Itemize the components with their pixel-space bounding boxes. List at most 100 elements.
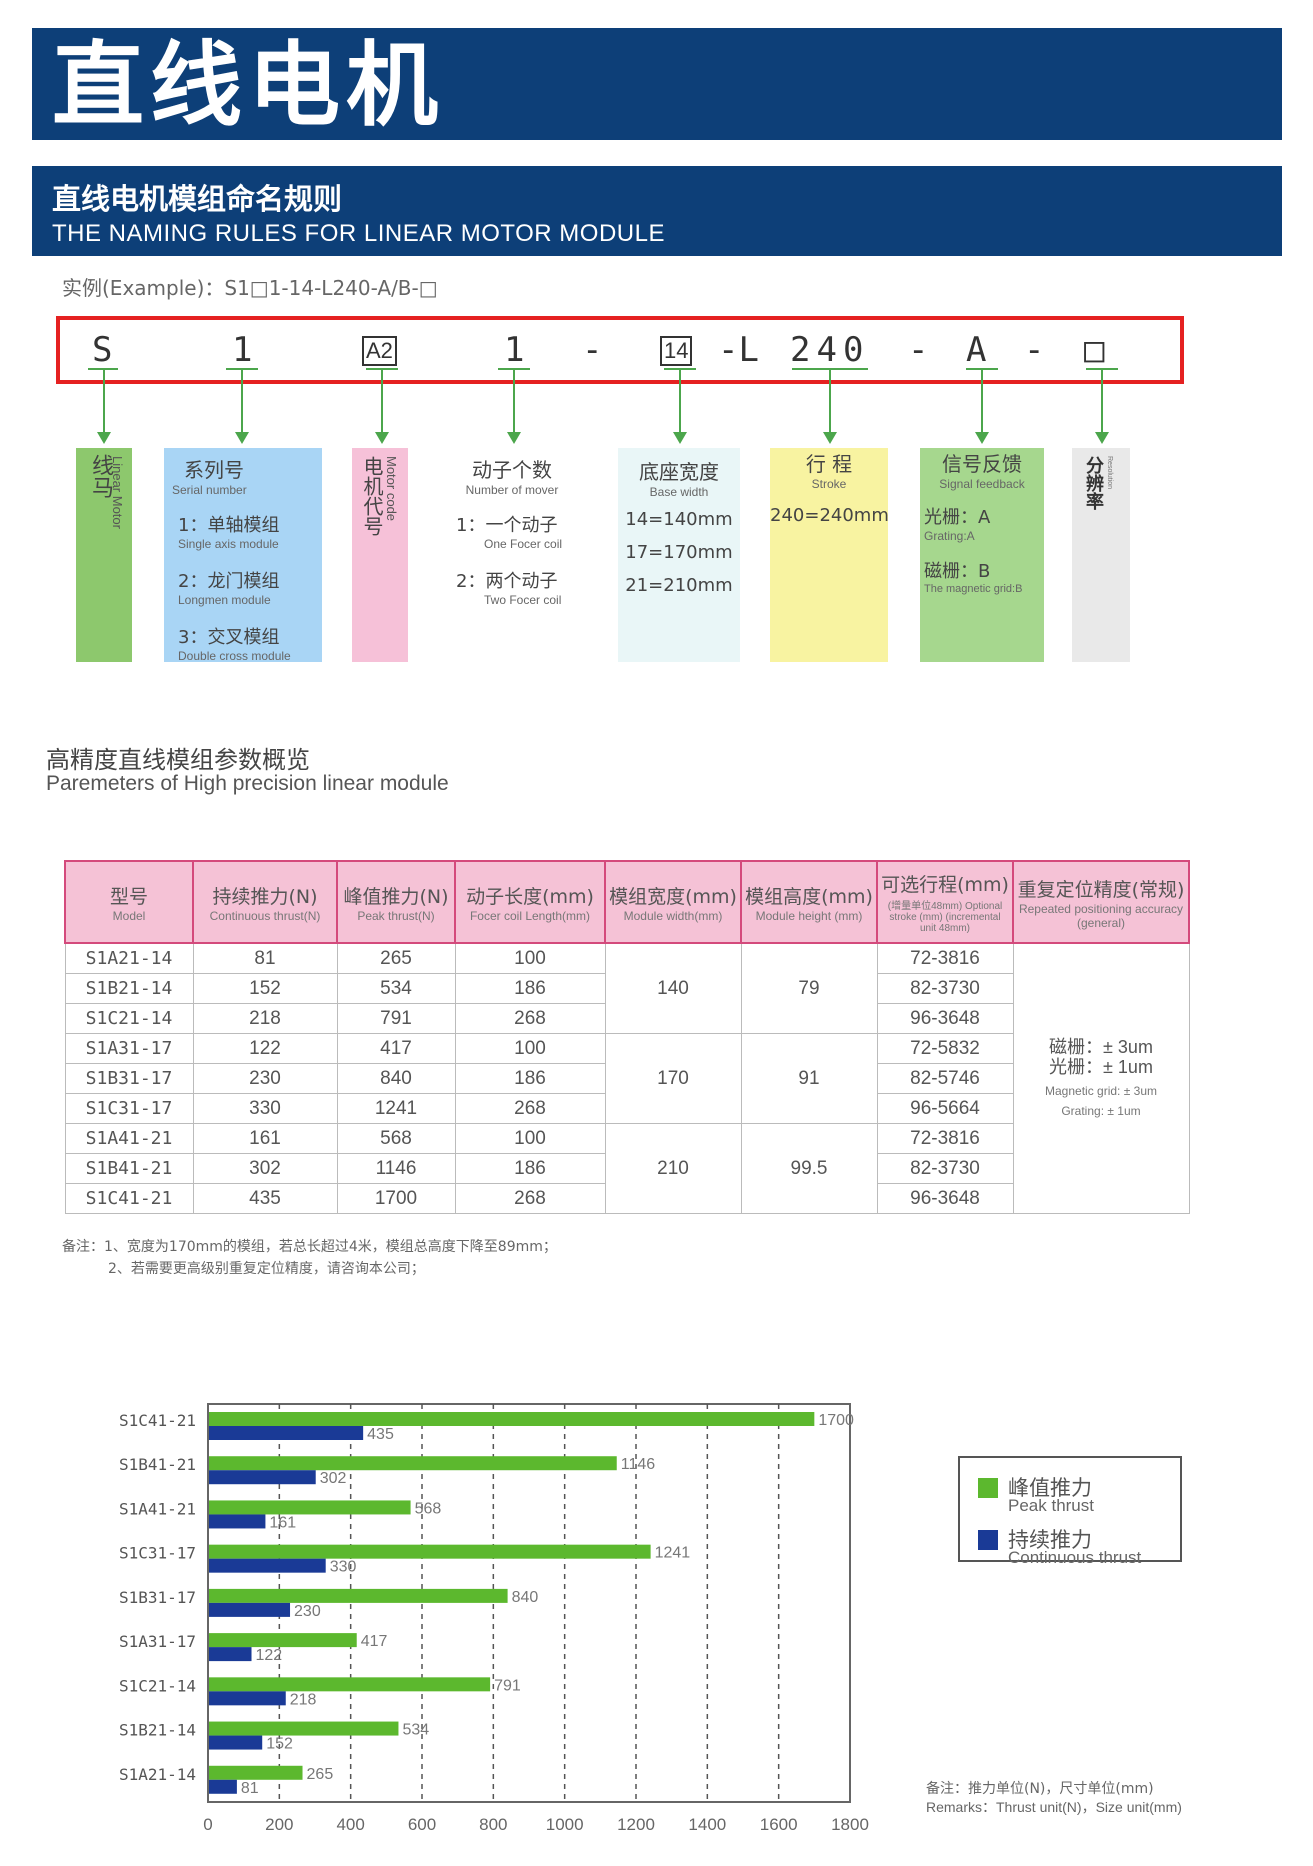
cell-width: 140 <box>604 942 742 1034</box>
y-category-label: S1B21-14 <box>119 1721 196 1740</box>
chart-legend: 峰值推力 Peak thrust 持续推力 Continuous thrust <box>958 1456 1182 1567</box>
mover-item: 1：一个动子 <box>456 515 558 536</box>
th-peak: 峰值推力(N) Peak thrust(N) <box>336 860 456 944</box>
legend-swatch-continuous <box>978 1530 998 1550</box>
th-accuracy: 重复定位精度(常规) Repeated positioning accuracy … <box>1012 860 1190 944</box>
x-tick-label: 1800 <box>831 1815 869 1834</box>
card-linear-motor: 线马 Linear Motor <box>76 448 132 662</box>
x-tick-label: 400 <box>336 1815 364 1834</box>
connector <box>1101 368 1103 434</box>
plot-frame <box>207 1403 851 1803</box>
card-mover: 动子个数 Number of mover 1：一个动子 One Focer co… <box>442 448 582 662</box>
code-dash: - <box>908 330 929 370</box>
card-linear-cn: 线马 <box>88 454 113 498</box>
bar-peak <box>209 1721 399 1736</box>
section-title-en: Paremeters of High precision linear modu… <box>46 772 449 795</box>
code-motor: A2 <box>362 336 397 366</box>
bar-continuous <box>209 1647 252 1662</box>
data-label: 840 <box>512 1589 539 1606</box>
th-module-height: 模组高度(mm) Module height (mm) <box>740 860 878 944</box>
mover-item: 2：两个动子 <box>456 571 558 592</box>
card-base-title: 底座宽度 <box>639 460 719 484</box>
connector <box>381 368 383 434</box>
table-row: S1C41-21 435 1700 268 96-3648 <box>64 1183 1189 1214</box>
x-tick-label: 1600 <box>760 1815 798 1834</box>
card-stroke-subtitle: Stroke <box>811 477 847 491</box>
arrow-icon <box>673 432 687 444</box>
arrow-icon <box>507 432 521 444</box>
series-item-en: Single axis module <box>178 537 279 551</box>
y-category-label: S1A31-17 <box>119 1632 196 1651</box>
remark-en: Remarks：Thrust unit(N)，Size unit(mm) <box>926 1799 1182 1815</box>
x-tick-label: 1000 <box>546 1815 584 1834</box>
legend-peak-cn: 峰值推力 <box>1008 1476 1092 1500</box>
x-tick-label: 600 <box>408 1815 436 1834</box>
base-item: 17=170mm <box>625 542 733 563</box>
signal-item-en: The magnetic grid:B <box>924 583 1023 595</box>
chart-remark: 备注：推力单位(N)，尺寸单位(mm) Remarks：Thrust unit(… <box>926 1780 1182 1816</box>
data-label: 230 <box>294 1603 321 1620</box>
code-dash-l: -L <box>718 330 759 370</box>
legend-swatch-peak <box>978 1478 998 1498</box>
connector <box>513 368 515 434</box>
arrow-icon <box>97 432 111 444</box>
card-mover-subtitle: Number of mover <box>465 483 559 497</box>
bar-continuous <box>209 1470 316 1485</box>
bar-peak <box>209 1765 303 1780</box>
table-row: S1A21-14 81 265 100 140 79 72-3816 磁栅：± 3um… <box>64 942 1190 1214</box>
cell-height: 99.5 <box>740 1123 878 1214</box>
cell-accuracy: 磁栅：± 3um 光栅：± 1um Magnetic grid: ± 3um G… <box>1012 942 1190 1214</box>
card-series-title: 系列号 <box>184 458 244 482</box>
card-stroke: 行 程 Stroke 240=240mm <box>770 448 889 662</box>
code-resolution: □ <box>1084 330 1105 370</box>
code-stroke: 240 <box>790 330 870 370</box>
card-linear-en: Linear Motor <box>110 456 125 529</box>
params-table: 型号 Model 持续推力(N) Continuous thrust(N) 峰值推力… <box>64 860 1190 1214</box>
data-label: 435 <box>367 1426 394 1443</box>
bar-peak <box>209 1633 357 1648</box>
card-signal-title: 信号反馈 <box>942 452 1022 476</box>
base-item: 14=140mm <box>625 509 733 530</box>
card-mover-title: 动子个数 <box>472 458 552 482</box>
table-row: S1A41-21 161 568 100 210 99.5 72-3816 <box>64 1123 1189 1214</box>
card-base-width: 底座宽度 Base width 14=140mm 17=170mm 21=210… <box>618 448 740 662</box>
cell-width: 170 <box>604 1033 742 1124</box>
connector <box>241 368 243 434</box>
note-line: 备注：1、宽度为170mm的模组，若总长超过4米，模组总高度下降至89mm； <box>62 1239 557 1255</box>
data-label: 152 <box>266 1736 293 1753</box>
bar-peak <box>209 1588 508 1603</box>
data-label: 218 <box>290 1691 317 1708</box>
arrow-icon <box>823 432 837 444</box>
card-resolution-cn: 分辨率 <box>1083 456 1104 510</box>
x-tick-label: 1200 <box>617 1815 655 1834</box>
data-label: 122 <box>256 1647 283 1664</box>
data-label: 1241 <box>655 1545 691 1562</box>
card-series: 系列号 Serial number 1：单轴模组 Single axis mod… <box>164 448 322 663</box>
data-label: 302 <box>320 1470 347 1487</box>
card-stroke-title: 行 程 <box>805 452 853 476</box>
y-category-label: S1C31-17 <box>119 1544 196 1563</box>
connector <box>679 368 681 434</box>
bar-continuous <box>209 1514 266 1529</box>
code-mover: 1 <box>504 330 525 370</box>
series-item-en: Double cross module <box>178 649 291 663</box>
y-category-label: S1B41-21 <box>119 1455 196 1474</box>
mover-item-en: One Focer coil <box>484 537 563 551</box>
connector <box>103 368 105 434</box>
card-series-subtitle: Serial number <box>172 483 247 497</box>
connector <box>981 368 983 434</box>
bar-continuous <box>209 1426 364 1440</box>
example-code: 实例(Example)：S1□1-14-L240-A/B-□ <box>62 276 438 300</box>
cell-height: 91 <box>740 1033 878 1124</box>
data-label: 330 <box>330 1559 357 1576</box>
th-coil-length: 动子长度(mm) Focer coil Length(mm) <box>454 860 606 944</box>
card-signal: 信号反馈 Signal feedback 光栅：A Grating:A 磁栅：B… <box>920 448 1044 662</box>
y-category-label: S1C21-14 <box>119 1676 196 1695</box>
bar-peak <box>209 1500 411 1515</box>
x-tick-label: 200 <box>265 1815 293 1834</box>
bar-continuous <box>209 1735 263 1750</box>
legend-continuous-en: Continuous thrust <box>1008 1548 1142 1567</box>
code-series: 1 <box>232 330 253 370</box>
x-tick-label: 0 <box>203 1815 212 1834</box>
data-label: 161 <box>269 1514 296 1531</box>
